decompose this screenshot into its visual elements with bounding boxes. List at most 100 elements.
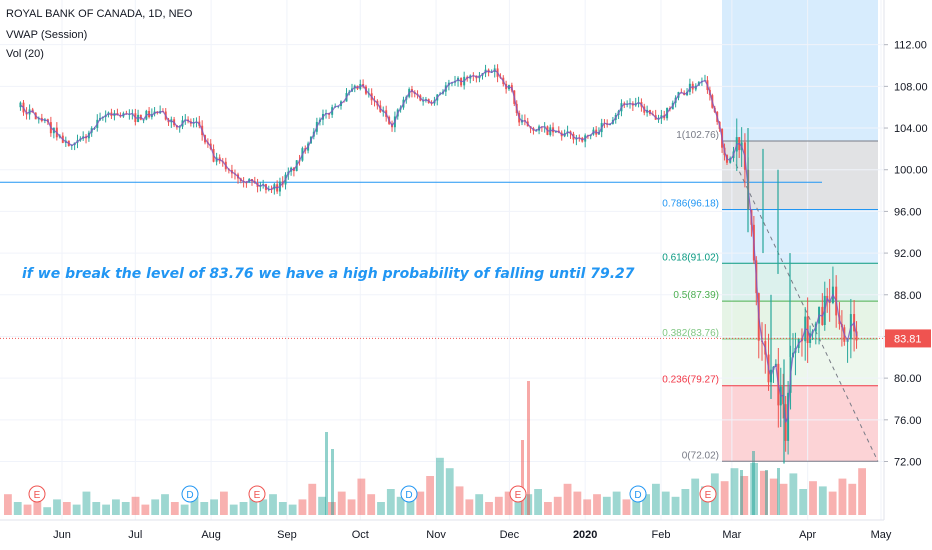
volume-bar — [278, 502, 287, 515]
volume-bar — [102, 504, 110, 515]
volume-bar — [62, 502, 71, 515]
event-marker-label: E — [515, 490, 522, 501]
event-marker — [400, 485, 418, 503]
vwap-line — [20, 69, 858, 423]
volume-bar — [436, 457, 444, 515]
time-tick-label: 2020 — [573, 529, 597, 541]
fib-zone — [722, 301, 878, 339]
time-tick-label: Aug — [201, 529, 221, 541]
volume-bar — [465, 499, 474, 515]
volume-bar — [455, 486, 464, 515]
price-tick-label: 100.00 — [894, 165, 928, 177]
volume-bar — [760, 470, 768, 515]
time-tick-label: Dec — [500, 529, 520, 541]
volume-bar — [818, 486, 827, 515]
volume-bar — [426, 476, 434, 515]
volume-bar — [671, 496, 680, 515]
volume-bar — [720, 481, 729, 515]
price-scale — [884, 0, 932, 550]
volume-bar — [33, 496, 42, 515]
volume-bar — [652, 483, 660, 515]
volume-bar — [573, 491, 582, 515]
last-price-badge — [885, 329, 931, 348]
volume-bar — [789, 473, 798, 515]
volume-bar — [180, 504, 189, 515]
volume-bar — [377, 502, 385, 515]
volume-bar — [406, 499, 415, 515]
volume-bar — [13, 502, 22, 515]
volume-bar — [602, 496, 611, 515]
fib-level-label: 0.382(83.76) — [662, 328, 719, 339]
volume-bar — [200, 502, 209, 515]
time-tick-label: Mar — [722, 529, 741, 541]
volume-bar — [121, 502, 130, 515]
volume-bar — [347, 499, 356, 515]
volume-bar — [521, 440, 524, 515]
volume-bar — [740, 476, 749, 515]
volume-bar — [220, 491, 228, 515]
volume-bar — [779, 483, 788, 515]
time-tick-label: Sep — [277, 529, 297, 541]
volume-bar — [799, 489, 808, 515]
fib-level-label: 0.618(91.02) — [662, 252, 719, 263]
price-tick-label: 96.00 — [894, 206, 922, 218]
vwap-indicator-label[interactable]: VWAP (Session) — [6, 29, 88, 41]
volume-bar — [229, 504, 238, 515]
last-price-label: 83.81 — [894, 333, 922, 345]
volume-bar — [416, 491, 425, 515]
volume-bar — [249, 496, 258, 515]
price-tick-label: 92.00 — [894, 248, 922, 260]
time-tick-label: May — [871, 529, 892, 541]
volume-bar — [170, 502, 179, 515]
volume-bar — [730, 468, 739, 515]
volume-bar — [809, 481, 817, 515]
volume-bar — [318, 496, 326, 515]
annotation-text: if we break the level of 83.76 we have a… — [22, 266, 635, 282]
fib-zone — [722, 385, 878, 462]
volume-bar — [308, 483, 317, 515]
event-marker — [629, 485, 647, 503]
price-tick-label: 112.00 — [894, 40, 927, 52]
volume-bar — [82, 491, 91, 515]
volume-bar — [210, 499, 218, 515]
volume-bar — [527, 381, 530, 515]
time-tick-label: Nov — [426, 529, 446, 541]
volume-bar — [828, 491, 837, 515]
time-tick-label: Apr — [799, 529, 816, 541]
volume-bar — [337, 491, 346, 515]
volume-bar — [838, 478, 847, 515]
volume-bar — [534, 489, 542, 515]
event-marker-label: D — [186, 490, 193, 501]
event-marker — [248, 485, 266, 503]
volume-bar — [612, 491, 621, 515]
volume-bar — [504, 491, 513, 515]
volume-bar — [269, 494, 277, 515]
time-tick-label: Jul — [128, 529, 142, 541]
price-tick-label: 76.00 — [894, 415, 922, 427]
volume-bar — [553, 496, 562, 515]
volume-bar — [386, 489, 395, 515]
volume-bar — [544, 502, 552, 515]
volume-indicator-label[interactable]: Vol (20) — [6, 48, 44, 60]
volume-bar — [131, 496, 140, 515]
volume-bar — [563, 483, 572, 515]
price-tick-label: 72.00 — [894, 456, 922, 468]
volume-bar — [593, 494, 601, 515]
time-tick-label: Jun — [53, 529, 71, 541]
volume-bar — [848, 483, 857, 515]
volume-bar — [23, 504, 32, 515]
volume-bar — [325, 432, 328, 515]
volume-bar — [357, 478, 366, 515]
fib-level-label: 1(102.76) — [676, 130, 719, 141]
volume-bar — [4, 494, 12, 515]
symbol-title[interactable]: ROYAL BANK OF CANADA, 1D, NEO — [6, 8, 193, 20]
volume-bar — [151, 499, 160, 515]
event-marker-label: E — [705, 490, 712, 501]
fib-level-label: 0.786(96.18) — [662, 199, 719, 210]
volume-bar — [691, 478, 700, 515]
volume-bar — [331, 449, 334, 515]
volume-bar — [777, 468, 780, 515]
trend-line — [735, 164, 879, 462]
event-marker-label: E — [34, 490, 41, 501]
